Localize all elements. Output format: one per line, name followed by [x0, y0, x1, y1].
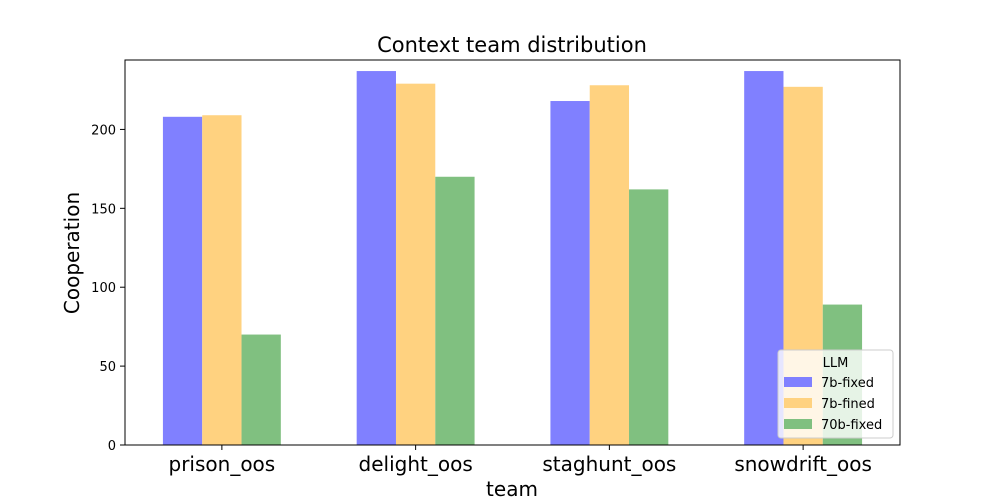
x-tick-label: staghunt_oos	[542, 452, 676, 476]
bar	[356, 71, 396, 446]
legend-swatch	[784, 377, 812, 387]
y-tick-label: 50	[99, 360, 116, 375]
legend-label: 7b-fined	[821, 397, 875, 412]
y-tick-label: 150	[91, 202, 116, 217]
bar	[550, 101, 590, 446]
y-axis-label: Cooperation	[60, 192, 84, 314]
legend-title: LLM	[823, 356, 849, 371]
chart-title: Context team distribution	[377, 33, 647, 57]
legend-swatch	[784, 419, 812, 429]
legend-box	[777, 349, 894, 439]
bar	[744, 71, 784, 446]
legend: LLM 7b-fixed 7b-fined 70b-fixed	[777, 349, 894, 439]
legend-swatch	[784, 398, 812, 408]
bar	[589, 85, 630, 445]
plot-frame	[124, 59, 901, 446]
legend-label: 70b-fixed	[821, 418, 882, 433]
y-tick-label: 0	[108, 439, 116, 454]
bar	[395, 83, 436, 446]
x-tick-label: delight_oos	[359, 452, 473, 476]
bar	[162, 116, 203, 446]
y-tick-label: 100	[91, 281, 116, 296]
bar	[241, 334, 281, 445]
y-tick-label: 200	[91, 123, 116, 138]
bar	[202, 115, 242, 445]
legend-label: 7b-fixed	[821, 376, 874, 391]
x-axis-label: team	[486, 477, 538, 500]
bar	[435, 176, 475, 445]
x-tick-label: snowdrift_oos	[734, 452, 872, 476]
x-tick-label: prison_oos	[169, 452, 276, 476]
bar	[629, 189, 669, 445]
